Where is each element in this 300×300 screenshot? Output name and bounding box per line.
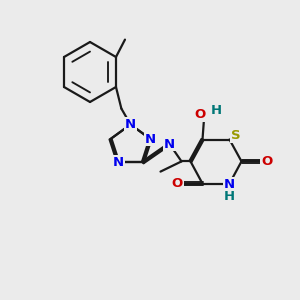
Text: N: N [125,118,136,131]
Text: O: O [172,177,183,190]
Text: H: H [224,190,235,203]
Text: H: H [211,103,222,117]
Text: O: O [195,108,206,121]
Text: O: O [261,155,272,168]
Text: N: N [224,178,235,191]
Text: S: S [231,129,241,142]
Text: N: N [164,137,175,151]
Text: N: N [112,156,124,169]
Text: N: N [145,133,156,146]
